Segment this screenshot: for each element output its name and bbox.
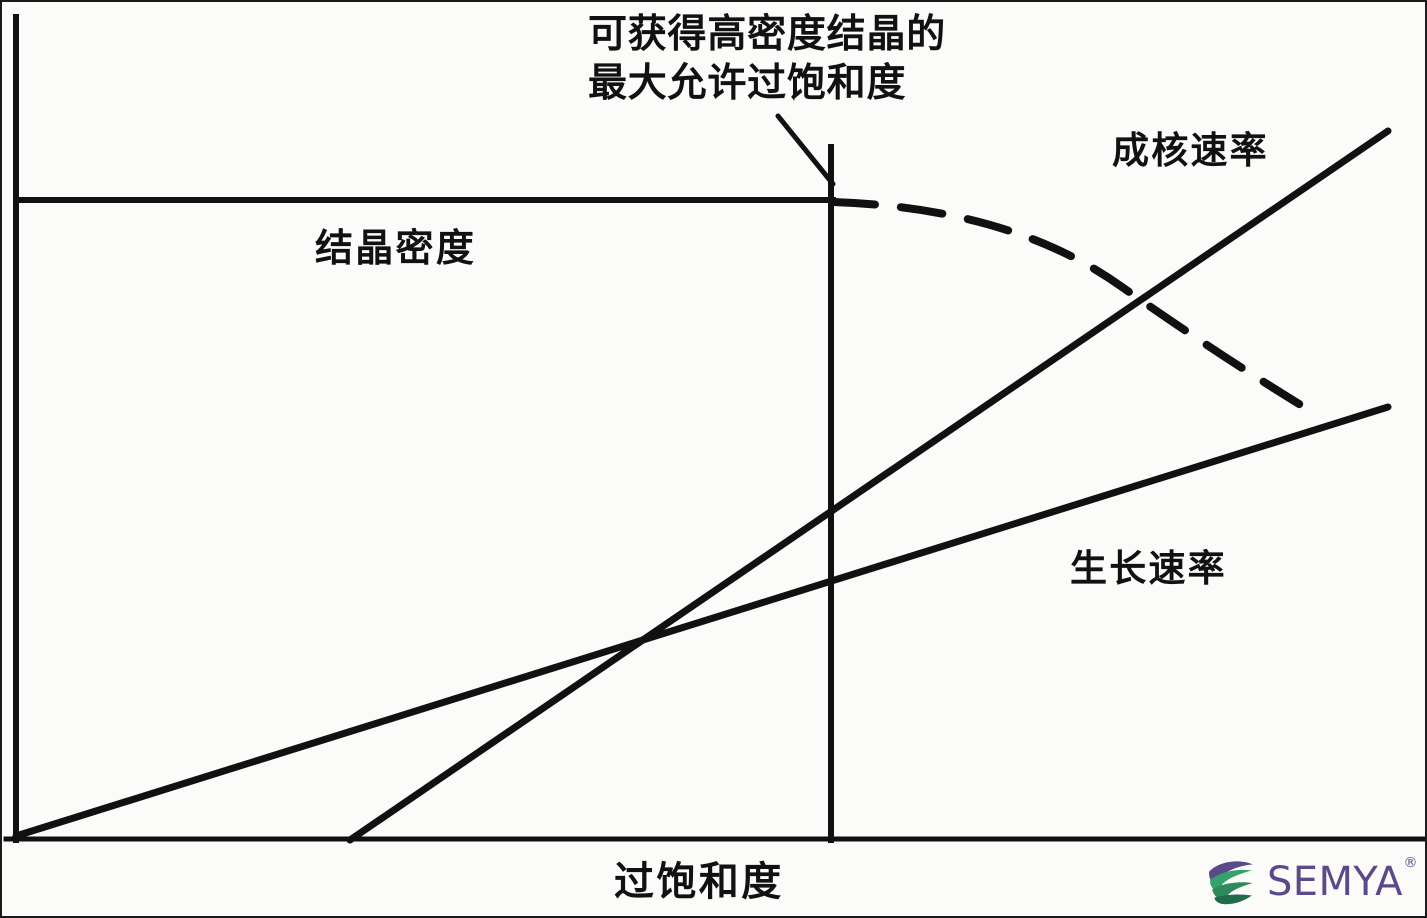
x-axis-label: 过饱和度 (614, 859, 784, 905)
semya-wordmark-text: SEMYA ® (1267, 856, 1417, 905)
series-label-crystal-density: 结晶密度 (315, 226, 477, 270)
registered-trademark-icon: ® (1403, 855, 1418, 871)
semya-globe-icon (1209, 861, 1253, 905)
annotation-max-supersaturation-text: 可获得高密度结晶的 最大允许过饱和度 (588, 10, 946, 108)
annotation-line-1: 可获得高密度结晶的 (588, 12, 947, 57)
annotation-leader-line (775, 113, 836, 187)
nucleation-rate-line (346, 127, 1392, 844)
semya-watermark: SEMYA ® (1205, 853, 1417, 911)
series-label-growth-rate: 生长速率 (1070, 547, 1227, 590)
annotation-line-2: 最大允许过饱和度 (588, 61, 907, 107)
semya-brand-name: SEMYA (1267, 859, 1403, 905)
growth-rate-line (12, 403, 1392, 840)
crystal-density-dashed-curve (829, 198, 1308, 411)
series-label-nucleation-rate: 成核速率 (1112, 129, 1269, 172)
